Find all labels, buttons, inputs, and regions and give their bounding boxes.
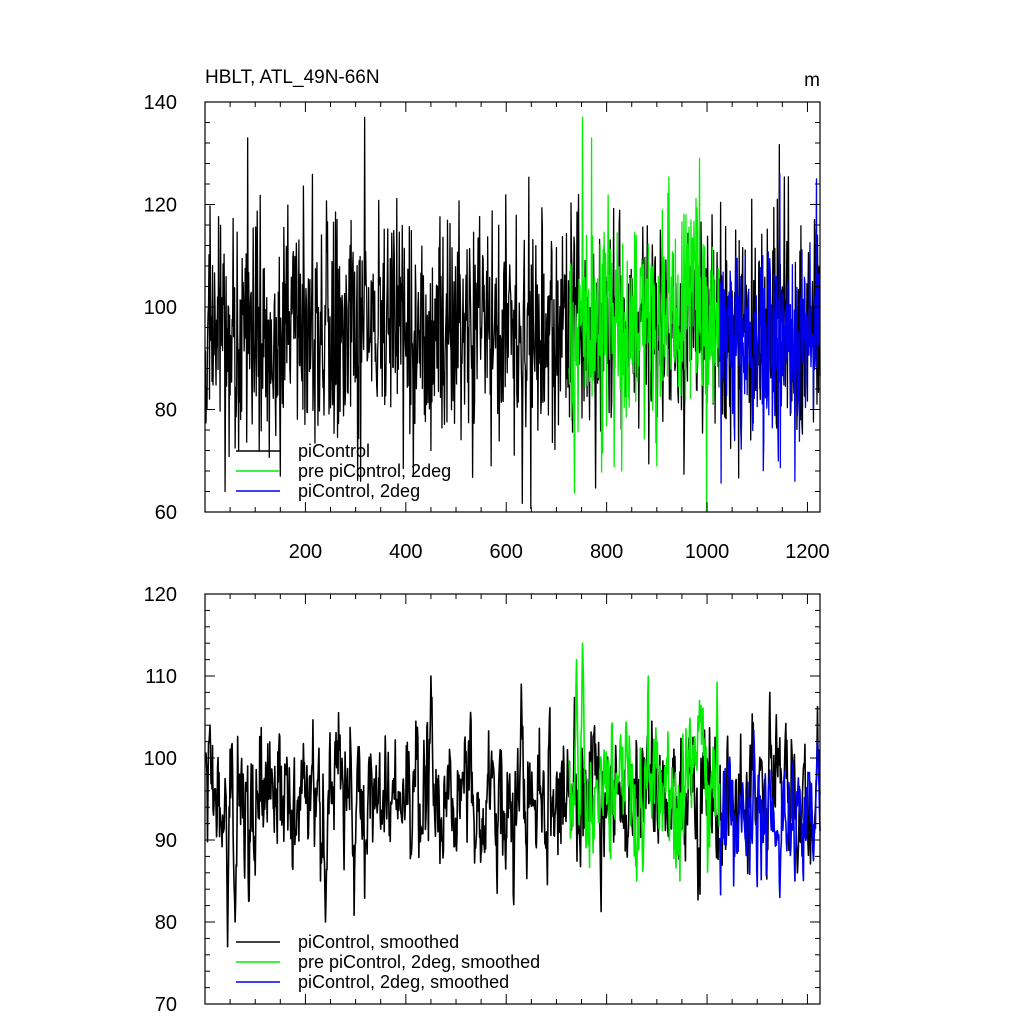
x-tick-label: 600: [490, 541, 523, 563]
legend-label-pre-piControl-2deg-smoothed: pre piControl, 2deg, smoothed: [298, 952, 540, 972]
x-tick-label: 200: [289, 541, 322, 563]
x-tick-label: 1000: [685, 541, 730, 563]
series-line-2: [718, 729, 821, 899]
plot-frame: [204, 593, 821, 1005]
y-tick-label: 120: [144, 195, 177, 217]
y-tick-label: 80: [155, 912, 177, 934]
units-label: m: [804, 70, 820, 91]
panel-title: HBLT, ATL_49N-66N: [205, 67, 380, 88]
y-tick-label: 120: [144, 584, 177, 606]
series-line-1: [568, 642, 721, 882]
plot-frame: [204, 101, 821, 513]
ticks-layer: 200 400 600 800 1000 1200 60 80 100 120 140: [144, 92, 830, 563]
legend-label-piControl-2deg-smoothed: piControl, 2deg, smoothed: [298, 972, 509, 992]
legend-label-pre-piControl-2deg: pre piControl, 2deg: [298, 461, 451, 481]
legend-label-piControl: piControl: [298, 441, 370, 461]
y-tick-label: 100: [144, 748, 177, 770]
series-layer: [204, 116, 821, 513]
bottom-panel: 70 80 90 100 110 120 piControl, smoothed pre …: [144, 584, 821, 1016]
y-tick-label: 110: [145, 666, 177, 688]
x-tick-label: 800: [590, 541, 623, 563]
y-tick-label: 90: [155, 830, 177, 852]
y-tick-label: 70: [155, 994, 177, 1016]
series-line-1: [568, 116, 721, 513]
y-tick-label: 80: [155, 400, 177, 422]
series-layer: [204, 642, 821, 948]
x-tick-label: 1200: [785, 541, 830, 563]
y-tick-label: 100: [144, 297, 177, 319]
top-panel: HBLT, ATL_49N-66N m 200 400 600 800 1000 1200…: [144, 67, 830, 563]
ticks-layer: 70 80 90 100 110 120: [144, 584, 820, 1016]
series-line-2: [718, 173, 821, 484]
legend-label-piControl-smoothed: piControl, smoothed: [298, 932, 459, 952]
legend: piControl, smoothed pre piControl, 2deg,…: [236, 932, 540, 992]
y-tick-label: 140: [144, 92, 177, 114]
y-tick-label: 60: [155, 502, 177, 524]
series-line-0: [204, 675, 821, 948]
legend: piControl pre piControl, 2deg piControl,…: [236, 441, 451, 501]
legend-label-piControl-2deg: piControl, 2deg: [298, 481, 420, 501]
x-tick-label: 400: [389, 541, 422, 563]
